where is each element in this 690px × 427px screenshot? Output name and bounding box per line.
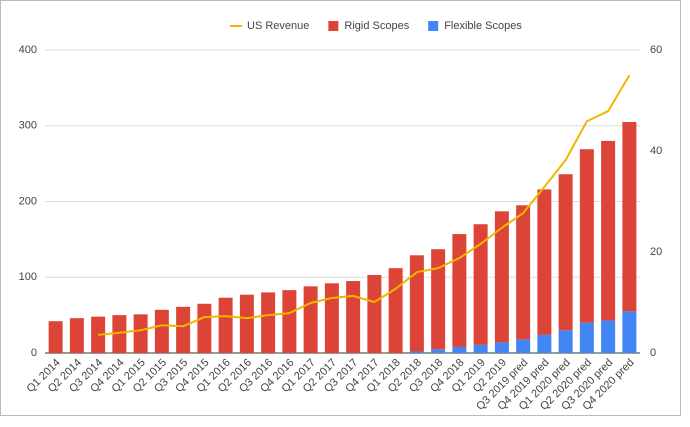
bar [69, 318, 84, 353]
bar [133, 314, 148, 353]
bar [473, 344, 488, 353]
legend-label: Flexible Scopes [444, 20, 522, 32]
bar [558, 174, 573, 331]
legend-label: Rigid Scopes [344, 20, 409, 32]
y2-tick-label: 0 [650, 347, 656, 359]
y2-tick-label: 20 [650, 246, 662, 258]
y2-tick-label: 60 [650, 44, 662, 56]
bar [197, 303, 212, 353]
bar [579, 149, 594, 323]
bar [622, 121, 637, 312]
y-tick-label: 200 [19, 195, 37, 207]
bar [473, 224, 488, 345]
bar [346, 281, 361, 353]
bar [494, 342, 509, 353]
bar [176, 306, 191, 353]
bar [516, 339, 531, 353]
bar [388, 268, 403, 353]
bar [282, 290, 297, 353]
bar [261, 292, 276, 353]
bar [558, 330, 573, 353]
y-tick-label: 100 [19, 271, 37, 283]
y-tick-label: 300 [19, 120, 37, 132]
bar [154, 309, 169, 353]
bar [494, 211, 509, 343]
bar [431, 349, 446, 353]
bar [112, 315, 127, 353]
line [98, 74, 631, 336]
legend-swatch [328, 21, 339, 31]
y-tick-label: 0 [31, 347, 37, 359]
bar [409, 255, 424, 352]
y-tick-label: 400 [19, 44, 37, 56]
bar [48, 321, 63, 353]
bar [303, 286, 318, 353]
bar [367, 274, 382, 353]
legend-label: US Revenue [247, 20, 309, 32]
bar [452, 234, 467, 347]
bar [601, 320, 616, 353]
bar [324, 283, 339, 353]
bar [537, 189, 552, 335]
y2-tick-label: 40 [650, 145, 662, 157]
bar [431, 249, 446, 350]
bar [579, 322, 594, 353]
bar [622, 311, 637, 353]
legend-swatch [428, 21, 439, 31]
bar [409, 351, 424, 353]
bar [452, 346, 467, 353]
bar [601, 140, 616, 321]
bar [218, 297, 233, 353]
bar [537, 334, 552, 353]
bar [239, 294, 254, 353]
bar [516, 205, 531, 340]
